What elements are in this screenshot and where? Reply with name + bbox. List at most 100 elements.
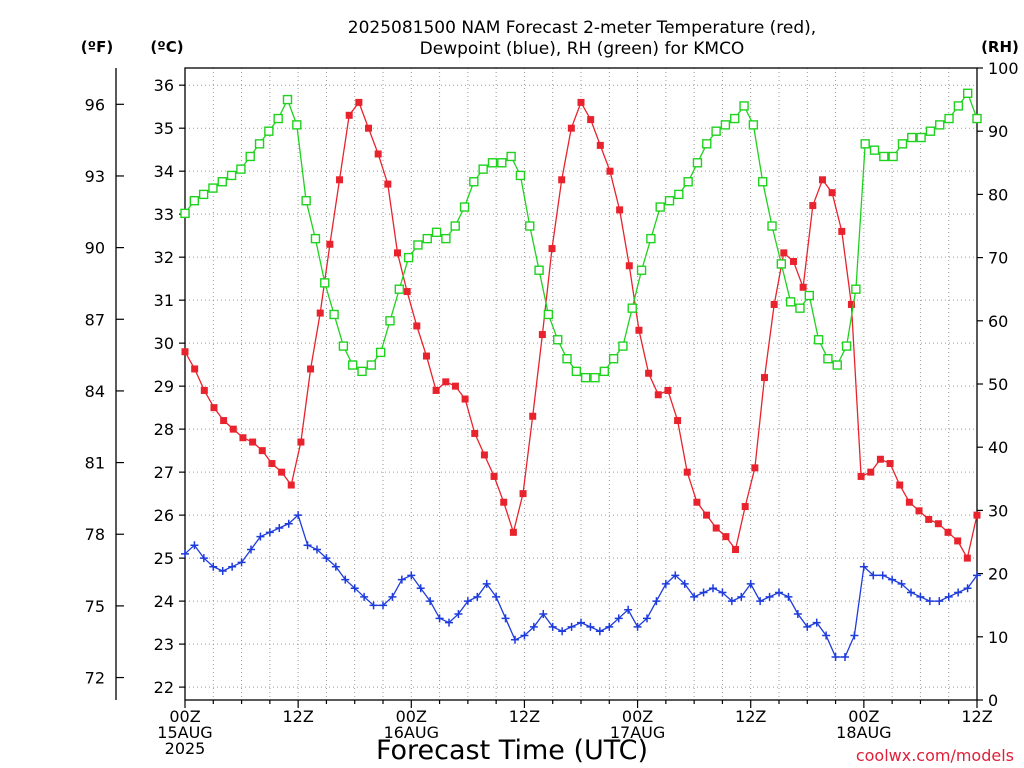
temperature-point	[828, 189, 836, 197]
temperature-point	[954, 537, 962, 545]
rh-point	[608, 354, 619, 364]
rh-point	[469, 177, 479, 187]
dewpoint-point	[558, 627, 567, 636]
rh-point	[962, 88, 973, 98]
dewpoint-point	[463, 597, 472, 606]
dewpoint-point	[256, 532, 265, 541]
rh-tick-label: 0	[988, 691, 998, 710]
dewpoint-point	[690, 592, 699, 601]
x-tick-label: 12Z	[961, 707, 992, 726]
temperature-point	[645, 369, 653, 377]
temperature-point	[548, 245, 556, 253]
temperature-point	[867, 468, 875, 476]
chart-grid	[185, 68, 977, 700]
rh-point	[823, 354, 833, 364]
temperature-point	[239, 434, 247, 442]
x-tick-label: 00Z	[848, 707, 879, 726]
rh-point	[730, 113, 740, 124]
temperature-point	[857, 472, 865, 480]
temperature-point	[191, 365, 199, 373]
rh-point	[394, 284, 405, 294]
fahrenheit-tick-label: 84	[85, 382, 105, 401]
temperature-point	[896, 481, 904, 489]
celsius-tick-label: 35	[154, 119, 174, 138]
temperature-point	[818, 176, 826, 184]
dewpoint-point	[482, 579, 491, 588]
rh-point	[972, 113, 982, 124]
rh-point	[571, 366, 582, 377]
temperature-point	[374, 150, 382, 158]
temperature-point	[732, 546, 740, 554]
rh-point	[189, 196, 200, 206]
temperature-point	[365, 124, 373, 132]
temperature-point	[307, 365, 315, 373]
temperature-point	[905, 498, 913, 506]
temperature-point	[925, 515, 933, 523]
dewpoint-point	[237, 558, 246, 567]
dewpoint-point	[539, 610, 548, 619]
celsius-tick-label: 31	[154, 291, 174, 310]
rh-point	[487, 158, 498, 168]
rh-tick-label: 30	[988, 501, 1008, 520]
rh-point	[208, 183, 218, 193]
rh-tick-label: 80	[988, 185, 1008, 204]
dewpoint-point	[511, 635, 519, 644]
dewpoint-point	[529, 622, 538, 631]
temperature-point	[345, 111, 353, 119]
fahrenheit-tick-label: 93	[85, 167, 105, 186]
dewpoint-point	[737, 592, 746, 601]
temperature-point	[722, 533, 730, 541]
rh-point	[841, 341, 852, 351]
dewpoint-point	[360, 592, 369, 601]
dewpoint-point	[492, 592, 501, 601]
dewpoint-point	[313, 545, 321, 554]
fahrenheit-tick-label: 78	[85, 525, 105, 544]
temperature-point	[847, 300, 855, 308]
temperature-point	[326, 240, 334, 248]
dewpoint-point	[935, 597, 944, 606]
rh-point	[832, 360, 842, 370]
temperature-point	[963, 554, 971, 562]
temperature-point	[838, 227, 846, 235]
rh-point	[702, 139, 712, 149]
rh-point	[198, 189, 209, 200]
rh-point	[813, 335, 824, 345]
temperature-point	[509, 528, 517, 536]
rh-point	[180, 208, 190, 219]
dewpoint-point	[303, 541, 312, 550]
rh-point	[646, 233, 656, 244]
rh-point	[590, 372, 600, 383]
celsius-tick-label: 26	[154, 506, 174, 525]
dewpoint-point	[284, 519, 293, 528]
rh-point	[907, 132, 917, 143]
x-tick-label: 17AUG	[610, 723, 665, 742]
temperature-point	[674, 417, 682, 425]
temperature-point	[973, 511, 981, 519]
temperature-point	[741, 503, 749, 511]
rh-point	[301, 196, 311, 206]
dewpoint-point	[907, 588, 915, 597]
dewpoint-point	[727, 597, 736, 606]
temperature-point	[210, 404, 218, 412]
dewpoint-point	[765, 592, 774, 601]
rh-point	[515, 170, 526, 181]
x-tick-label: 2025	[165, 739, 206, 758]
rh-point	[748, 120, 759, 130]
rh-point	[226, 170, 237, 181]
dewpoint-point	[624, 605, 633, 614]
dewpoint-point	[548, 622, 557, 631]
dewpoint-point	[322, 554, 331, 563]
rh-point	[711, 126, 721, 136]
rh-point	[413, 240, 423, 250]
rh-point	[431, 227, 442, 238]
rh-point	[916, 132, 926, 143]
temperature-point	[258, 447, 266, 455]
dewpoint-point	[869, 571, 878, 580]
dewpoint-point	[397, 575, 406, 584]
rh-point	[348, 360, 358, 370]
dewpoint-point	[379, 601, 387, 610]
temperature-point	[886, 460, 894, 468]
dewpoint-point	[445, 618, 453, 627]
temperature-point	[577, 98, 585, 106]
rh-point	[664, 196, 675, 206]
